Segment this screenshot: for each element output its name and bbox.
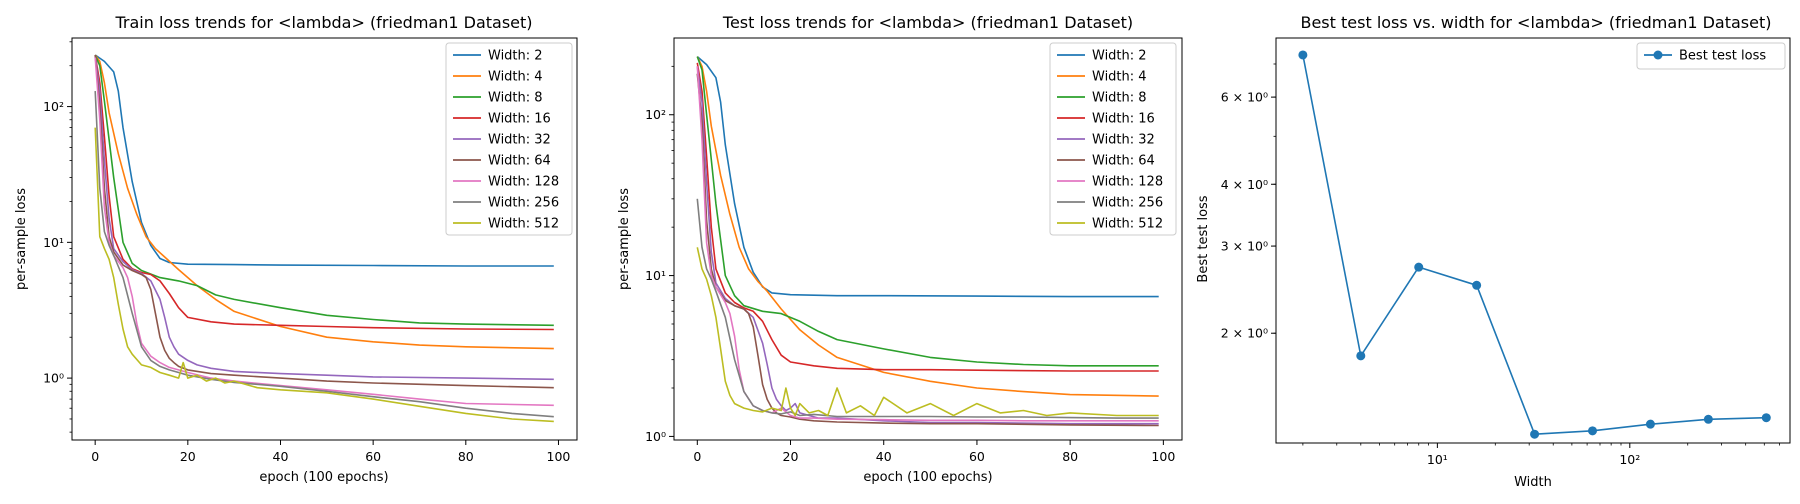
- data-point: [1298, 50, 1308, 60]
- data-point: [1356, 351, 1366, 361]
- test-loss-chart: Test loss trends for <lambda> (friedman1…: [617, 13, 1183, 485]
- series-line: [696, 62, 1159, 372]
- y-tick-label: 2 × 10⁰: [1221, 326, 1268, 341]
- legend: Width: 2 Width: 4 Width: 8 Width: 16 Width: …: [445, 42, 573, 236]
- legend-label: Width: 32: [488, 133, 551, 148]
- best-test-loss-chart: Best test loss vs. width for <lambda> (f…: [1196, 13, 1791, 490]
- x-axis-label: epoch (100 epochs): [259, 470, 388, 485]
- series-line: [94, 54, 554, 350]
- series-line: [94, 54, 554, 381]
- x-tick-label: 100: [1151, 449, 1175, 464]
- x-axis-label: Width: [1514, 475, 1552, 490]
- train-loss-chart: Train loss trends for <lambda> (friedman…: [14, 13, 578, 485]
- plot-area: [696, 55, 1159, 427]
- y-tick-label: 10¹: [645, 268, 666, 283]
- series-line: [696, 55, 1159, 298]
- data-point: [1703, 414, 1713, 424]
- y-tick-label: 6 × 10⁰: [1221, 90, 1268, 105]
- x-axis: 0 20 40 60 80 100: [693, 440, 1175, 464]
- x-tick-label: 0: [693, 449, 701, 464]
- y-axis: 10⁰ 10¹ 10²: [645, 65, 674, 444]
- legend-label: Width: 2: [488, 49, 543, 64]
- data-point: [1588, 426, 1598, 436]
- x-axis-label: epoch (100 epochs): [863, 470, 992, 485]
- y-tick-label: 4 × 10⁰: [1221, 177, 1268, 192]
- y-tick-label: 3 × 10⁰: [1221, 239, 1268, 254]
- chart-title: Train loss trends for <lambda> (friedman…: [114, 13, 532, 32]
- y-tick-label: 10²: [43, 99, 64, 114]
- legend-box: [1049, 42, 1177, 236]
- series-line: [94, 91, 554, 418]
- plot-area: [1298, 50, 1771, 439]
- axes-frame: [1275, 37, 1791, 444]
- x-tick-label: 60: [365, 449, 381, 464]
- data-point: [1761, 413, 1771, 423]
- legend-label: Width: 16: [488, 112, 551, 127]
- y-axis-label: Best test loss: [1196, 195, 1211, 282]
- y-axis: 2 × 10⁰ 3 × 10⁰ 4 × 10⁰ 6 × 10⁰: [1221, 63, 1276, 341]
- series-line: [94, 54, 554, 267]
- x-tick-label: 40: [876, 449, 892, 464]
- axes-frame: [673, 37, 1183, 441]
- legend-label: Width: 64: [488, 154, 551, 169]
- legend-label: Width: 8: [488, 91, 543, 106]
- legend-box: [445, 42, 573, 236]
- x-tick-label: 10¹: [1427, 452, 1448, 467]
- y-tick-label: 10²: [645, 107, 666, 122]
- x-tick-label: 0: [91, 449, 99, 464]
- legend-label: Width: 4: [488, 70, 543, 85]
- series-line: [94, 54, 554, 331]
- axes-frame: [71, 37, 578, 441]
- legend: Width: 2 Width: 4 Width: 8 Width: 16 Width: …: [1049, 42, 1177, 236]
- x-tick-label: 20: [783, 449, 799, 464]
- legend-label: Width: 128: [1092, 175, 1163, 190]
- chart-title: Test loss trends for <lambda> (friedman1…: [722, 13, 1133, 32]
- x-tick-label: 20: [180, 449, 196, 464]
- legend-label: Width: 64: [1092, 154, 1155, 169]
- y-tick-label: 10¹: [43, 235, 64, 250]
- y-axis-label: per-sample loss: [617, 188, 632, 290]
- legend-label: Width: 8: [1092, 91, 1147, 106]
- legend-label: Width: 16: [1092, 112, 1155, 127]
- legend-label: Width: 256: [1092, 196, 1163, 211]
- chart-title: Best test loss vs. width for <lambda> (f…: [1300, 13, 1771, 32]
- legend-label: Width: 512: [488, 217, 559, 232]
- legend-label: Width: 2: [1092, 49, 1147, 64]
- x-axis: 0 20 40 60 80 100: [91, 440, 570, 464]
- legend: Best test loss: [1636, 42, 1786, 70]
- y-tick-label: 10⁰: [645, 429, 666, 444]
- data-point: [1472, 280, 1482, 290]
- x-tick-label: 40: [273, 449, 289, 464]
- y-axis-label: per-sample loss: [14, 188, 29, 290]
- series-line: [696, 247, 1159, 417]
- legend-box: [1636, 42, 1786, 70]
- series-line: [696, 56, 1159, 397]
- x-tick-label: 80: [458, 449, 474, 464]
- x-axis: 10¹ 10²: [1302, 443, 1780, 467]
- x-tick-label: 80: [1062, 449, 1078, 464]
- x-tick-label: 10²: [1619, 452, 1640, 467]
- legend-label: Width: 32: [1092, 133, 1155, 148]
- legend-label: Best test loss: [1679, 49, 1766, 64]
- x-tick-label: 60: [969, 449, 985, 464]
- y-tick-label: 10⁰: [43, 371, 64, 386]
- plot-area: [94, 54, 554, 423]
- legend-label: Width: 4: [1092, 70, 1147, 85]
- series-line: [696, 198, 1159, 419]
- legend-marker: [1653, 50, 1663, 60]
- data-point: [1645, 419, 1655, 429]
- series-line: [94, 54, 554, 327]
- series-line: [696, 56, 1159, 367]
- legend-label: Width: 128: [488, 175, 559, 190]
- series-line: [1302, 54, 1767, 436]
- data-point: [1414, 262, 1424, 272]
- series-line: [94, 54, 554, 389]
- y-axis: 10⁰ 10¹ 10²: [43, 41, 72, 433]
- data-point: [1530, 429, 1540, 439]
- legend-label: Width: 512: [1092, 217, 1163, 232]
- series-line: [94, 127, 554, 423]
- x-tick-label: 100: [547, 449, 571, 464]
- legend-label: Width: 256: [488, 196, 559, 211]
